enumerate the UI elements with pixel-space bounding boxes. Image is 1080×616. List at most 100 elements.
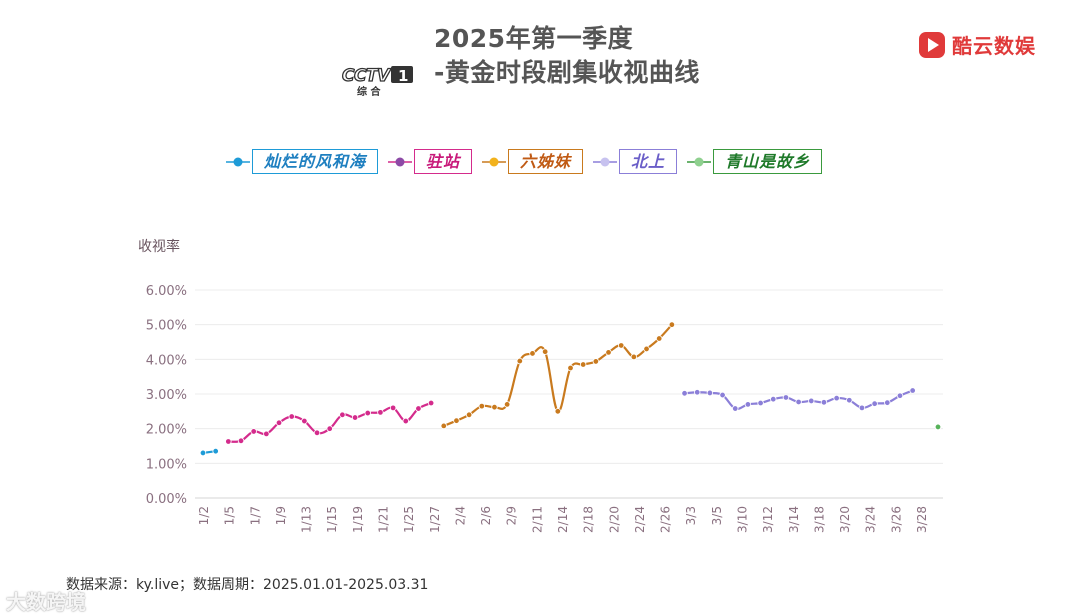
data-point [554, 408, 562, 415]
x-tick-label: 1/25 [402, 506, 416, 533]
data-point [377, 409, 384, 416]
y-tick-label: 2.00% [146, 423, 187, 438]
x-tick-label: 2/14 [556, 506, 570, 533]
data-point [694, 389, 701, 396]
y-tick-label: 0.00% [146, 492, 187, 507]
y-axis-label: 收视率 [138, 239, 180, 255]
data-point [478, 402, 485, 410]
legend-label: 驻站 [414, 149, 473, 174]
x-tick-label: 1/7 [248, 506, 262, 525]
x-tick-label: 1/9 [274, 506, 288, 525]
data-point [440, 422, 447, 430]
data-point [909, 387, 916, 394]
data-point [579, 361, 587, 368]
data-point [339, 411, 346, 418]
legend-marker [226, 157, 250, 166]
data-point [263, 430, 270, 438]
data-point [427, 399, 435, 407]
y-tick-label: 1.00% [146, 457, 187, 472]
x-tick-label: 3/28 [915, 506, 929, 533]
series-line [228, 401, 432, 443]
data-point [313, 429, 321, 437]
x-tick-label: 1/19 [351, 506, 365, 533]
data-point [516, 357, 524, 365]
data-point [199, 449, 207, 457]
data-point [896, 392, 904, 399]
data-point [795, 398, 802, 406]
data-point [617, 342, 625, 349]
legend-label: 北上 [619, 149, 678, 174]
chart-legend: 灿烂的风和海 驻站 六姊妹 北上 青山是故乡 [224, 149, 830, 174]
legend-item: 驻站 [386, 149, 473, 174]
data-point [503, 401, 511, 408]
watermark: 大数跨境 [6, 590, 86, 614]
data-point [592, 358, 600, 365]
legend-marker [687, 157, 712, 166]
data-source-note: 数据来源：ky.live；数据周期：2025.01.01-2025.03.31 [66, 577, 429, 593]
data-point [402, 417, 409, 425]
cctv-logo-text: CCTV [342, 66, 392, 86]
data-point [884, 399, 891, 406]
legend-marker [593, 157, 618, 166]
data-point [808, 397, 815, 405]
y-tick-label: 3.00% [146, 388, 187, 403]
x-tick-label: 3/5 [710, 506, 724, 525]
data-point [833, 394, 840, 402]
data-point [301, 417, 308, 425]
data-point [225, 438, 232, 445]
x-tick-label: 1/27 [428, 506, 442, 533]
brand-logo: 酷云数娱 [918, 30, 1036, 59]
title-line-2: -黄金时段剧集收视曲线 [434, 58, 700, 87]
data-point [364, 409, 371, 417]
data-point [846, 397, 853, 404]
data-point [465, 411, 473, 418]
legend-marker [482, 157, 507, 166]
data-point [744, 401, 752, 408]
x-tick-label: 2/11 [530, 506, 544, 533]
x-tick-label: 2/26 [659, 506, 673, 533]
x-tick-label: 1/21 [377, 506, 391, 533]
title-line-1: 2025年第一季度 [434, 24, 634, 53]
x-tick-label: 3/20 [838, 506, 852, 533]
x-tick-label: 2/18 [582, 506, 596, 533]
x-tick-label: 3/18 [812, 506, 826, 533]
data-point [871, 400, 878, 407]
legend-item: 六姊妹 [480, 149, 584, 174]
data-point [656, 335, 663, 342]
data-point [706, 389, 714, 397]
legend-label: 青山是故乡 [713, 149, 823, 174]
data-point [326, 425, 333, 432]
data-point [541, 348, 549, 355]
data-point [275, 419, 283, 426]
data-point [782, 394, 790, 401]
x-tick-label: 2/24 [633, 506, 647, 533]
data-point [719, 391, 726, 399]
x-tick-label: 1/5 [223, 506, 237, 525]
x-tick-label: 1/2 [197, 506, 211, 525]
x-tick-label: 1/15 [325, 506, 339, 533]
legend-label: 六姊妹 [508, 149, 584, 174]
line-chart: 0.00% 1.00% 2.00% 3.00% 4.00% 5.00% 6.00% 1/2 1/… [146, 284, 943, 533]
data-point [567, 364, 574, 372]
legend-item: 灿烂的风和海 [224, 149, 379, 174]
data-point [732, 405, 739, 412]
data-point [529, 350, 536, 357]
data-point [212, 448, 219, 455]
cctv1-logo: CCTV 1 综 合 [341, 65, 413, 98]
data-point [820, 399, 828, 406]
chart-title: 2025年第一季度 -黄金时段剧集收视曲线 [434, 22, 700, 90]
x-tick-label: 3/14 [787, 506, 801, 533]
data-point [453, 417, 460, 424]
legend-label: 灿烂的风和海 [252, 149, 379, 174]
data-point [757, 399, 764, 407]
data-point [415, 405, 422, 412]
x-tick-label: 3/24 [864, 506, 878, 533]
data-point [643, 345, 650, 353]
data-point [288, 413, 295, 420]
legend-item: 北上 [591, 149, 678, 174]
x-tick-label: 3/26 [889, 506, 903, 533]
data-point [605, 349, 612, 356]
data-point [351, 414, 359, 421]
x-tick-label: 3/12 [761, 506, 775, 533]
data-point [250, 428, 257, 435]
